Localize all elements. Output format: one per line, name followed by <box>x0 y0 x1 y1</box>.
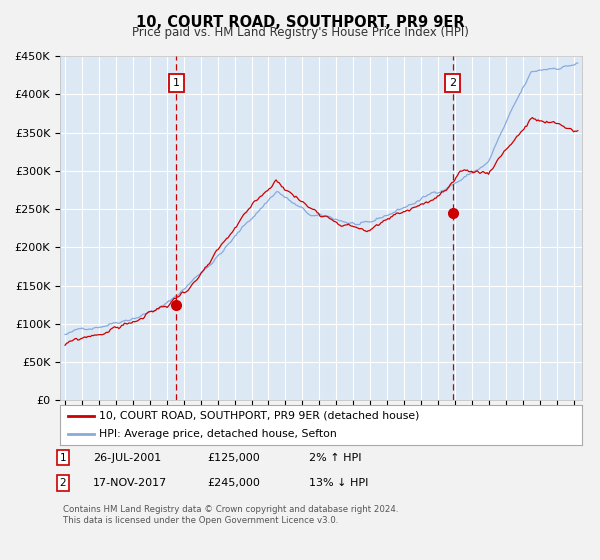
Text: 2% ↑ HPI: 2% ↑ HPI <box>309 452 361 463</box>
Text: 17-NOV-2017: 17-NOV-2017 <box>93 478 167 488</box>
Text: £245,000: £245,000 <box>207 478 260 488</box>
Text: 13% ↓ HPI: 13% ↓ HPI <box>309 478 368 488</box>
Text: £125,000: £125,000 <box>207 452 260 463</box>
Text: Contains HM Land Registry data © Crown copyright and database right 2024.
This d: Contains HM Land Registry data © Crown c… <box>63 505 398 525</box>
Text: HPI: Average price, detached house, Sefton: HPI: Average price, detached house, Seft… <box>99 430 337 439</box>
Text: Price paid vs. HM Land Registry's House Price Index (HPI): Price paid vs. HM Land Registry's House … <box>131 26 469 39</box>
Text: 2: 2 <box>449 78 457 88</box>
Text: 1: 1 <box>173 78 180 88</box>
Text: 1: 1 <box>59 452 67 463</box>
Text: 26-JUL-2001: 26-JUL-2001 <box>93 452 161 463</box>
Text: 10, COURT ROAD, SOUTHPORT, PR9 9ER: 10, COURT ROAD, SOUTHPORT, PR9 9ER <box>136 15 464 30</box>
Text: 10, COURT ROAD, SOUTHPORT, PR9 9ER (detached house): 10, COURT ROAD, SOUTHPORT, PR9 9ER (deta… <box>99 411 419 421</box>
Text: 2: 2 <box>59 478 67 488</box>
